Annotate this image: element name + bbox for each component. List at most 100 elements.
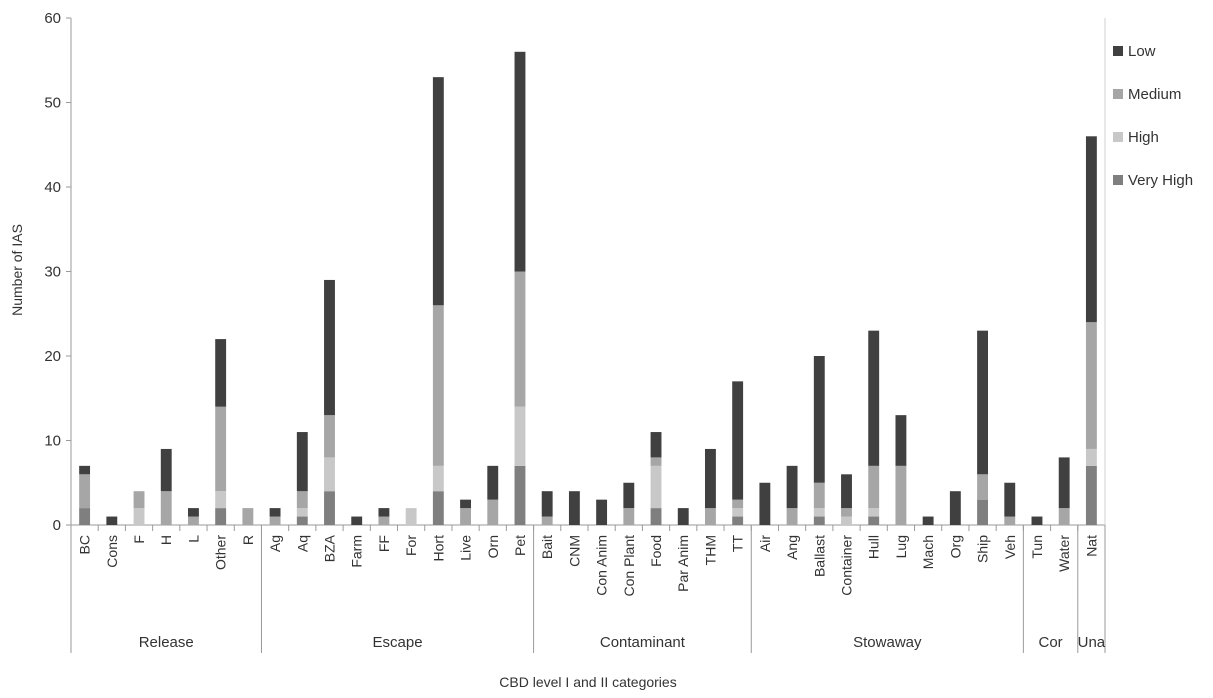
bar-segment-high [432,465,444,492]
category-label: Lug [893,535,909,558]
y-axis-label: Number of IAS [9,224,25,316]
bar-segment-low [650,432,662,458]
category-label: Con Plant [621,535,637,597]
group-label: Contaminant [600,634,686,651]
x-axis-label: CBD level I and II categories [499,674,676,690]
legend-swatch [1113,46,1123,56]
bar-segment-high [813,508,825,517]
category-label: FF [376,535,392,552]
y-tick-label: 20 [44,348,61,365]
bar-segment-low [160,448,172,492]
bar-segment-high [514,406,526,466]
bar-segment-medium [1004,516,1016,525]
category-labels: BC Cons F H L Other R Ag Aq BZA Farm FF For Hort Live O… [77,534,1100,596]
category-label: Tun [1029,535,1045,559]
bar-segment-medium [324,415,335,458]
category-label: TT [730,535,746,553]
bar-segment-low [106,516,118,525]
bar-segment-high [868,508,880,517]
group-label: Stowaway [853,634,922,651]
bar-segment-high [296,508,308,517]
bar-segment-very-high [977,499,988,525]
bar-segment-high [841,516,852,525]
category-label: Container [839,535,855,596]
category-label: Org [947,535,963,558]
bar-segment-very-high [79,508,91,525]
bar-segment-medium [79,474,91,509]
bar-segment-very-high [732,516,744,525]
bar-segment-medium [514,271,526,407]
category-label: Ballast [811,535,827,577]
bar-segment-medium [650,457,662,466]
bars [79,51,1097,525]
bar-segment-low [813,356,825,483]
bar-segment-very-high [813,516,825,525]
category-label: BZA [322,534,338,562]
bar-segment-low [623,482,635,509]
bar-segment-very-high [296,516,308,525]
bar-segment-medium [732,499,744,509]
bar-segment-low [215,339,227,407]
category-label: For [403,535,419,556]
bar-segment-high [1085,448,1097,466]
category-label: Aq [294,535,310,552]
bar-segment-low [1058,457,1070,509]
bar-segment-low [432,77,444,306]
category-label: CNM [566,535,582,567]
bar-segment-medium [242,508,254,525]
bar-segment-very-high [432,491,444,525]
bar-segment-low [378,508,390,517]
category-label: Pet [512,535,528,556]
bar-segment-medium [623,508,635,525]
category-label: Par Anim [675,535,691,592]
category-label: Ship [975,535,991,563]
group-labels: Release Escape Contaminant Stowaway Cor Una [70,525,1106,653]
bar-segment-low [596,499,608,525]
bar-segment-high [650,465,662,509]
bar-segment-medium [432,305,444,466]
bar-segment-medium [541,516,553,525]
category-label: BC [77,535,93,554]
bar-segment-high [324,457,335,492]
category-label: Mach [920,535,936,569]
bar-segment-medium [296,491,308,509]
category-label: THM [702,535,718,565]
bar-segment-medium [786,508,798,525]
category-label: Veh [1002,535,1018,559]
category-label: Cons [104,535,120,568]
category-label: L [185,535,201,543]
category-label: Water [1056,535,1072,572]
category-label: Food [648,535,664,567]
bar-segment-low [1004,482,1016,517]
category-label: Hort [430,535,446,562]
legend-label: Very High [1128,172,1193,189]
bar-segment-low [568,491,580,525]
category-label: Hull [866,535,882,559]
bar-segment-high [215,491,227,509]
bar-segment-low [188,508,199,517]
bar-segment-low [1031,516,1043,525]
category-label: F [131,535,147,544]
legend: Low Medium High Very High [1113,43,1193,189]
category-label: Nat [1083,535,1099,557]
bar-segment-very-high [514,465,526,525]
bar-segment-low [922,516,934,525]
bar-segment-low [487,465,499,500]
bar-segment-low [460,499,471,509]
bar-segment-medium [215,406,227,492]
bar-segment-high [133,508,145,525]
bar-segment-medium [841,508,852,517]
bar-segment-medium [895,465,907,525]
bar-segment-medium [1058,508,1070,525]
bar-segment-low [324,279,335,416]
bar-segment-medium [813,482,825,509]
y-tick-label: 40 [44,179,61,196]
y-tick-label: 60 [44,10,61,27]
bar-segment-low [868,330,880,466]
bar-segment-low [351,516,363,525]
bar-segment-high [405,508,417,525]
bar-segment-medium [977,474,988,500]
group-label: Una [1078,634,1106,651]
legend-swatch [1113,132,1123,142]
bar-segment-medium [133,491,145,509]
